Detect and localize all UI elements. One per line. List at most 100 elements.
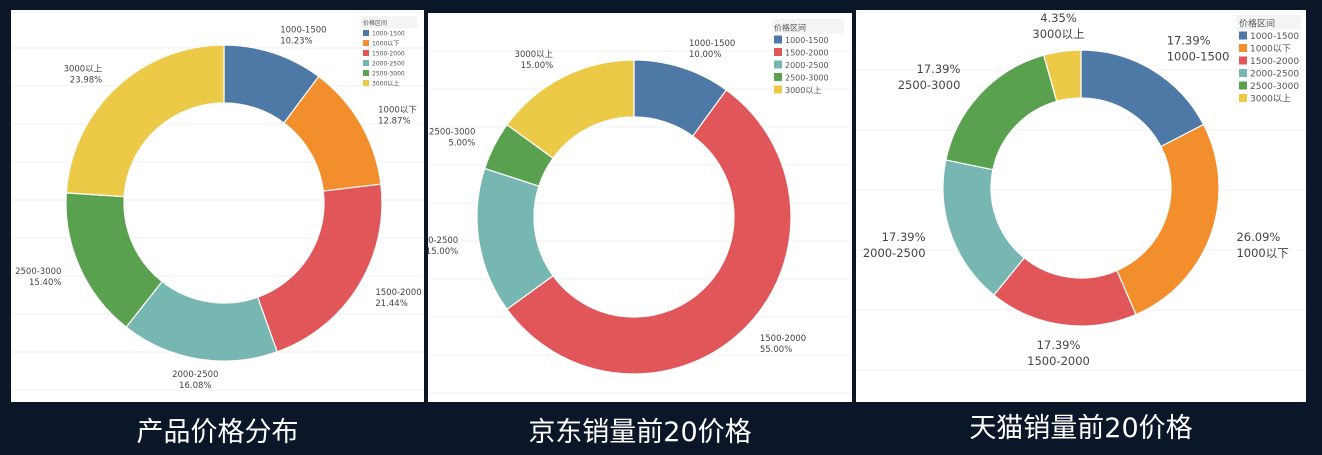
data-label-percent: 17.39% xyxy=(917,62,961,76)
data-label-category: 3000以上 xyxy=(1032,27,1084,41)
legend-swatch xyxy=(1239,69,1247,77)
legend-label: 1500-2000 xyxy=(1250,57,1299,67)
chart-panel-tmall-top20: 17.39% 1000-1500 26.09% 1000以下 17.39% 1500-20… xyxy=(856,10,1306,402)
chart-panel-product-price: 1000-1500 10.23% 1000以下 12.87% 1500-2000 21.4… xyxy=(11,10,424,402)
data-label-percent: 17.39% xyxy=(882,230,926,244)
legend-label: 2000-2500 xyxy=(785,61,829,70)
legend-label: 1500-2000 xyxy=(372,51,405,58)
data-label-percent: 12.87% xyxy=(378,116,410,126)
donut-slice xyxy=(65,44,225,198)
donut-slice xyxy=(945,54,1058,171)
chart-title: 产品价格分布 xyxy=(136,417,299,448)
donut-chart: 1000-150010.23%1000以下12.87%1500-200021.4… xyxy=(11,16,424,391)
data-label-percent: 10.23% xyxy=(280,36,312,46)
slice-label: 17.39% 1000-1500 xyxy=(1167,34,1230,64)
legend-header-bg xyxy=(772,19,844,34)
legend-swatch xyxy=(363,30,369,36)
slice-label: 4.35% 3000以上 xyxy=(1032,11,1084,41)
legend-swatch xyxy=(774,73,782,81)
data-label-percent: 5.00% xyxy=(448,139,475,149)
legend-swatch xyxy=(363,80,369,86)
slice-label: 17.39% 2500-3000 xyxy=(898,62,961,92)
legend-header-bg xyxy=(1237,15,1301,30)
data-label-category: 2500-3000 xyxy=(429,128,475,138)
data-label-category: 2000-2500 xyxy=(863,246,926,260)
data-label-percent: 26.09% xyxy=(1236,230,1280,244)
legend-label: 1000以下 xyxy=(372,41,399,48)
legend-swatch xyxy=(774,60,782,69)
data-label-category: 2000-2500 xyxy=(172,370,218,380)
legend-title: 价格区间 xyxy=(774,23,806,33)
chart-title: 京东销量前20价格 xyxy=(528,417,752,448)
data-label-percent: 15.00% xyxy=(428,247,458,257)
slice-label: 17.39% 2000-2500 xyxy=(863,230,926,260)
legend: 价格区间 1000-1500 1500-2000 2000-2500 2500-3000… xyxy=(772,19,844,95)
legend-label: 3000以上 xyxy=(372,80,399,88)
legend-swatch xyxy=(774,35,782,44)
legend-header-bg xyxy=(361,16,417,28)
legend-swatch xyxy=(1239,56,1247,65)
legend: 价格区间 1000-1500 1000以下 1500-2000 2000-2500 250… xyxy=(361,16,417,88)
legend-label: 2000-2500 xyxy=(372,61,405,68)
data-label-percent: 16.08% xyxy=(179,381,211,391)
donut-slice xyxy=(1043,49,1082,103)
donut-slice xyxy=(1116,123,1220,316)
slice-label: 26.09% 1000以下 xyxy=(1236,230,1288,260)
legend-swatch xyxy=(1239,81,1247,90)
data-label-percent: 17.39% xyxy=(1167,34,1211,48)
data-label-category: 1000-1500 xyxy=(280,25,326,35)
legend-swatch xyxy=(363,70,369,76)
donut-slice xyxy=(1080,49,1205,148)
data-label-category: 1500-2000 xyxy=(760,334,806,344)
data-label-category: 1500-2000 xyxy=(375,288,421,298)
chart-title: 天猫销量前20价格 xyxy=(969,413,1193,444)
legend-label: 3000以上 xyxy=(1250,94,1291,105)
legend-label: 1500-2000 xyxy=(785,49,829,58)
legend-title: 价格区间 xyxy=(1239,18,1275,30)
legend-label: 2500-3000 xyxy=(1250,82,1299,92)
data-label-percent: 4.35% xyxy=(1040,11,1077,25)
donut-chart: 1000-150010.00%1500-200055.00%2000-25001… xyxy=(428,19,852,394)
donut-slice xyxy=(256,183,383,353)
data-label-category: 3000以上 xyxy=(64,65,103,75)
legend-title: 价格区间 xyxy=(363,19,387,27)
legend-label: 1000以下 xyxy=(1250,45,1291,55)
data-label-category: 3000以上 xyxy=(515,50,554,60)
legend-label: 2500-3000 xyxy=(785,74,829,83)
chart-panel-jd-top20: 1000-150010.00%1500-200055.00%2000-25001… xyxy=(428,13,852,402)
legend-swatch xyxy=(363,50,369,56)
legend-swatch xyxy=(1239,94,1247,102)
legend-label: 1000-1500 xyxy=(785,36,829,45)
data-label-category: 1000-1500 xyxy=(1167,50,1230,64)
data-label-percent: 15.00% xyxy=(521,61,553,71)
data-label-percent: 15.40% xyxy=(29,278,61,288)
legend-swatch xyxy=(363,60,369,66)
donut-slice xyxy=(506,89,792,375)
data-label-percent: 21.44% xyxy=(375,299,407,309)
legend-swatch xyxy=(1239,31,1247,40)
data-label-category: 2000-2500 xyxy=(428,236,458,246)
donut-chart: 17.39% 1000-1500 26.09% 1000以下 17.39% 1500-20… xyxy=(856,11,1306,371)
legend-swatch xyxy=(363,40,369,46)
legend-swatch xyxy=(774,85,782,94)
legend-label: 2500-3000 xyxy=(372,71,405,78)
data-label-category: 1500-2000 xyxy=(1027,354,1090,368)
legend-label: 1000-1500 xyxy=(1250,32,1299,42)
data-label-percent: 55.00% xyxy=(760,345,792,355)
legend-label: 1000-1500 xyxy=(372,31,405,38)
data-label-category: 2500-3000 xyxy=(898,78,961,92)
data-label-percent: 23.98% xyxy=(70,76,102,86)
data-label-percent: 17.39% xyxy=(1037,338,1081,352)
legend-swatch xyxy=(1239,44,1247,52)
